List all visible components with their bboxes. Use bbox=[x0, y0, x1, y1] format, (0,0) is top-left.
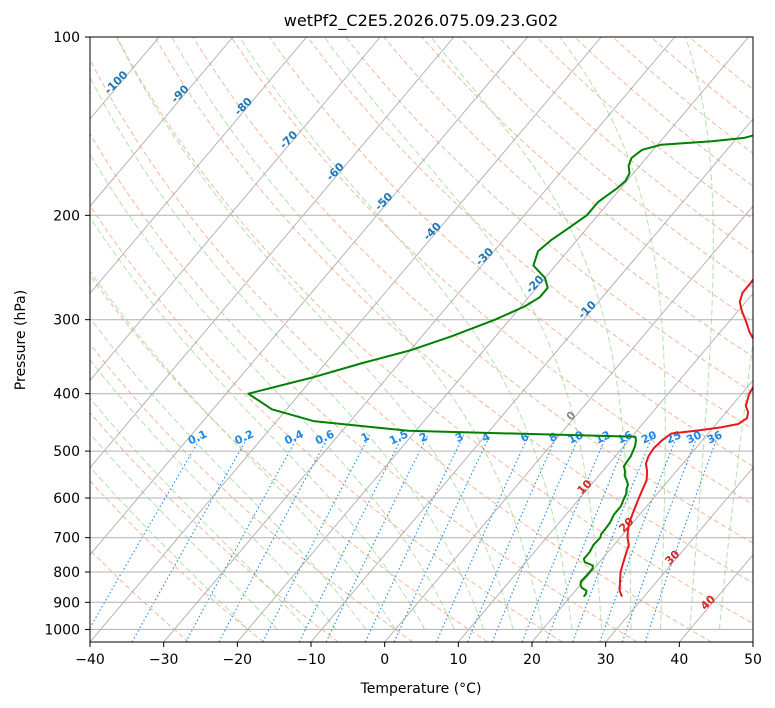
isotherm-line bbox=[236, 37, 749, 642]
x-tick-label: −30 bbox=[149, 652, 179, 668]
mixing-ratio-label: 20 bbox=[639, 428, 659, 446]
x-tick-label: −40 bbox=[75, 652, 105, 668]
profile-lines bbox=[247, 134, 753, 598]
mixing-ratio-line bbox=[262, 434, 370, 642]
moist-adiabat bbox=[718, 337, 753, 630]
mixing-ratio-label: 13 bbox=[593, 428, 612, 446]
dry-adiabat bbox=[154, 37, 753, 584]
x-tick-label: 20 bbox=[523, 652, 541, 668]
y-tick-label: 900 bbox=[53, 595, 80, 611]
y-tick-label: 300 bbox=[53, 313, 80, 329]
isotherm-line bbox=[457, 292, 753, 642]
gridlines bbox=[0, 37, 753, 642]
y-tick-label: 500 bbox=[53, 444, 80, 460]
isotherm-line bbox=[90, 37, 307, 294]
dewpoint-profile bbox=[247, 134, 753, 598]
dry-adiabat bbox=[307, 37, 753, 430]
x-tick-label: 50 bbox=[744, 652, 762, 668]
moist-adiabat bbox=[90, 153, 455, 630]
dry-adiabat bbox=[230, 37, 753, 505]
isotherm-line bbox=[0, 37, 12, 642]
isotherm-line bbox=[384, 205, 753, 642]
y-tick-label: 100 bbox=[53, 30, 80, 46]
dry-adiabat bbox=[90, 411, 339, 642]
mixing-ratio-line bbox=[298, 434, 404, 642]
x-axis-title: Temperature (°C) bbox=[360, 681, 482, 697]
mixing-ratio-line bbox=[572, 434, 654, 642]
x-tick-label: 0 bbox=[380, 652, 389, 668]
dry-adiabat bbox=[116, 37, 753, 625]
y-tick-label: 200 bbox=[53, 208, 80, 224]
x-tick-label: −10 bbox=[296, 652, 326, 668]
mixing-ratio-line bbox=[621, 435, 699, 642]
dry-adiabat bbox=[421, 37, 753, 323]
chart-title: wetPf2_C2E5.2026.075.09.23.G02 bbox=[284, 11, 558, 31]
mixing-ratio-line bbox=[131, 434, 250, 642]
isotherm-line bbox=[90, 37, 602, 642]
dry-adiabat bbox=[90, 274, 488, 642]
y-tick-label: 1000 bbox=[44, 622, 80, 638]
plot-frame bbox=[89, 36, 754, 643]
mixing-ratio-line bbox=[218, 434, 330, 642]
moist-adiabat bbox=[90, 270, 396, 630]
mixing-ratio-label: 10 bbox=[566, 428, 586, 446]
mixing-ratio-line bbox=[466, 434, 558, 642]
isotherm-line bbox=[531, 379, 753, 642]
y-tick-label: 400 bbox=[53, 387, 80, 403]
isotherm-line bbox=[90, 37, 381, 382]
moist-adiabat bbox=[115, 37, 514, 630]
x-tick-label: 30 bbox=[597, 652, 615, 668]
mixing-ratio-line bbox=[599, 435, 678, 642]
mixing-ratio-line bbox=[185, 434, 299, 642]
isotherm-line bbox=[90, 37, 455, 469]
y-axis-title: Pressure (hPa) bbox=[13, 290, 29, 390]
isotherm-line bbox=[90, 37, 528, 556]
moist-adiabat bbox=[685, 37, 714, 630]
isotherm-line bbox=[163, 37, 676, 642]
mixing-ratio-line bbox=[325, 434, 429, 642]
axes: −40 −30 −20 −10 0 10 20 30 40 50 100 200 300 400 500 60… bbox=[44, 30, 762, 668]
moist-adiabat bbox=[90, 317, 367, 630]
plot-area: 0.1 0.2 0.4 0.6 1 1.5 2 3 4 6 8 10 13 16 20 25 30 36 -100… bbox=[0, 37, 753, 642]
mixing-ratio-label: 36 bbox=[705, 428, 725, 446]
dry-adiabat bbox=[345, 37, 753, 394]
dry-adiabat bbox=[90, 132, 638, 642]
moist-adiabat bbox=[559, 37, 666, 630]
mixing-ratio-line bbox=[90, 434, 203, 629]
dry-adiabat bbox=[90, 480, 264, 642]
mixing-ratio-line bbox=[545, 434, 630, 642]
moist-adiabat bbox=[90, 359, 337, 630]
y-tick-label: 700 bbox=[53, 531, 80, 547]
x-tick-label: −20 bbox=[223, 652, 253, 668]
dry-adiabat bbox=[90, 58, 712, 642]
moist-adiabat bbox=[90, 466, 249, 630]
y-tick-label: 800 bbox=[53, 565, 80, 581]
isotherm-line bbox=[605, 466, 753, 642]
dry-adiabat bbox=[459, 37, 753, 288]
dry-adiabat bbox=[90, 204, 563, 642]
isotherm-line bbox=[752, 641, 753, 642]
moist-adiabat bbox=[430, 37, 632, 630]
x-tick-label: 40 bbox=[670, 652, 688, 668]
temperature-profile bbox=[618, 277, 753, 597]
moist-adiabat bbox=[323, 37, 602, 630]
isotherm-line bbox=[90, 37, 234, 207]
y-tick-label: 600 bbox=[53, 491, 80, 507]
x-tick-label: 10 bbox=[449, 652, 467, 668]
moist-adiabat bbox=[90, 76, 485, 630]
moist-adiabat bbox=[239, 37, 573, 630]
mixing-ratio-label: 30 bbox=[684, 428, 704, 446]
moist-adiabat bbox=[90, 216, 426, 630]
